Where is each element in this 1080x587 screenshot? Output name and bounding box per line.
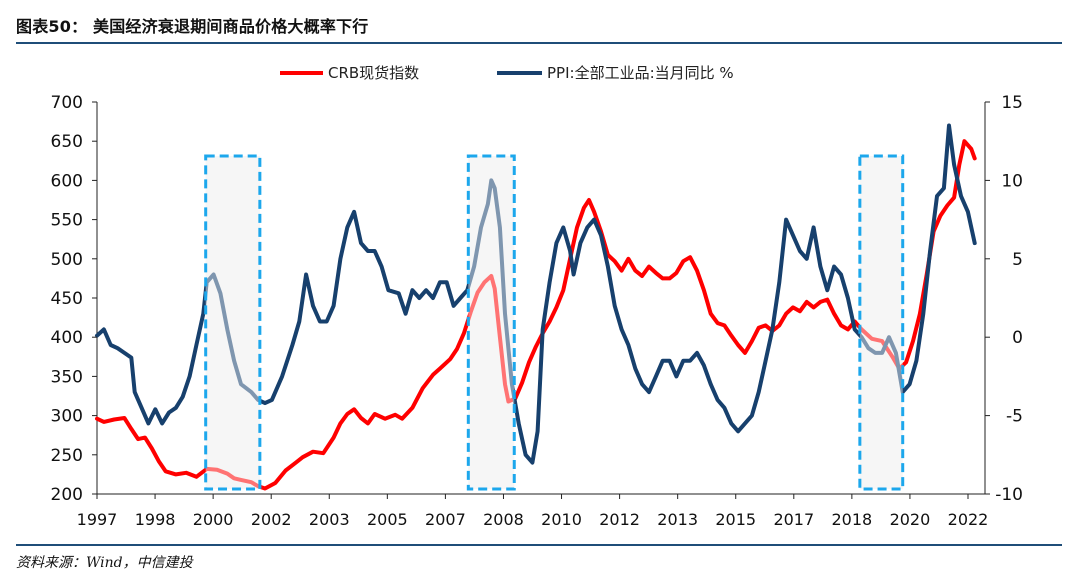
source-rule <box>16 544 1062 546</box>
recession-band-tint-2 <box>859 156 903 489</box>
x-tick-label: 2012 <box>599 510 640 529</box>
y-left-tick-label: 700 <box>51 93 83 113</box>
legend-label-ppi: PPI:全部工业品:当月同比 % <box>547 64 734 82</box>
y-right-tick-label: -10 <box>995 485 1023 505</box>
legend-label-crb: CRB现货指数 <box>328 64 419 82</box>
x-tick-label: 2020 <box>890 510 931 529</box>
x-tick-label: 1998 <box>135 510 176 529</box>
x-tick-label: 2022 <box>948 510 989 529</box>
y-right-tick-label: -5 <box>1006 407 1023 427</box>
y-left-tick-label: 600 <box>51 171 83 191</box>
figure-title: 图表50： 美国经济衰退期间商品价格大概率下行 <box>16 17 369 36</box>
x-tick-label: 2005 <box>367 510 408 529</box>
legend: CRB现货指数 PPI:全部工业品:当月同比 % <box>280 64 734 82</box>
recession-band-outline-1 <box>466 154 516 491</box>
y-left-tick-label: 350 <box>51 367 83 387</box>
x-tick-label: 2000 <box>193 510 234 529</box>
y-left-tick-label: 500 <box>51 250 83 270</box>
y-right-tick-label: 10 <box>1001 171 1023 191</box>
chart-lines <box>95 123 977 491</box>
y-right-tick-label: 15 <box>1001 93 1023 113</box>
recession-bands <box>205 156 903 489</box>
y-left-tick-label: 200 <box>51 485 83 505</box>
x-tick-label: 1997 <box>77 510 118 529</box>
y-left-tick-label: 300 <box>51 407 83 427</box>
x-tick-label: 2010 <box>541 510 582 529</box>
x-tick-label: 2013 <box>657 510 698 529</box>
series-line-1 <box>95 123 977 465</box>
x-tick-label: 2018 <box>832 510 873 529</box>
source-note: 资料来源：Wind，中信建投 <box>16 555 193 571</box>
chart-canvas: CRB现货指数 PPI:全部工业品:当月同比 % 700 650 600 550 500… <box>51 64 1023 529</box>
recession-band-fill-0 <box>205 156 260 489</box>
y-axis-left-ticks: 700 650 600 550 500 450 400 350 300 250 200 <box>51 93 97 505</box>
x-tick-label: 2007 <box>425 510 466 529</box>
y-right-tick-label: 0 <box>1012 328 1023 348</box>
recession-band-fill-2 <box>859 156 903 489</box>
recession-band-tint-0 <box>205 156 260 489</box>
title-rule <box>16 42 1062 44</box>
y-left-tick-label: 550 <box>51 211 83 231</box>
y-right-tick-label: 5 <box>1012 250 1023 270</box>
series-line-0 <box>95 139 977 491</box>
recession-band-tint-1 <box>468 156 515 489</box>
x-tick-label: 2003 <box>309 510 350 529</box>
y-axis-right-ticks: 15 10 5 0 -5 -10 <box>985 93 1023 505</box>
x-axis-ticks: 1997 1998 2000 2002 2003 2005 2007 2008 2010 2012… <box>77 494 989 529</box>
x-tick-label: 2015 <box>715 510 756 529</box>
x-tick-label: 2017 <box>773 510 814 529</box>
y-left-tick-label: 400 <box>51 328 83 348</box>
y-left-tick-label: 650 <box>51 132 83 152</box>
y-left-tick-label: 250 <box>51 446 83 466</box>
recession-band-outline-2 <box>858 154 905 491</box>
y-left-tick-label: 450 <box>51 289 83 309</box>
recession-band-outline-0 <box>204 154 262 491</box>
x-tick-label: 2008 <box>483 510 524 529</box>
x-tick-label: 2002 <box>251 510 292 529</box>
recession-overlay <box>204 154 905 491</box>
